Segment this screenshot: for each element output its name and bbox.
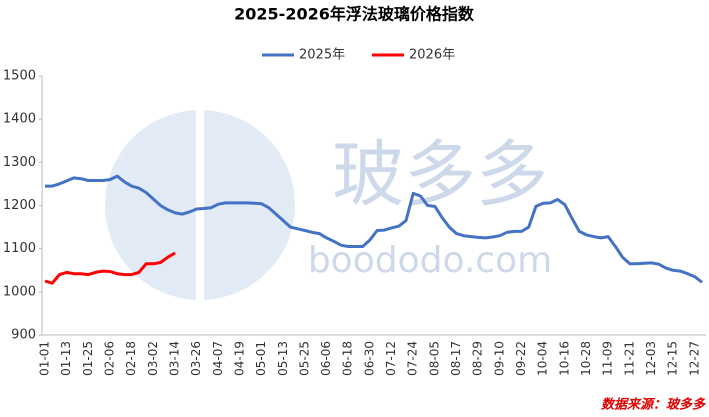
x-tick-label: 10-04	[536, 341, 550, 376]
x-tick-label: 04-07	[211, 341, 225, 376]
x-tick-label: 06-30	[362, 341, 376, 376]
x-tick-label: 05-01	[254, 341, 268, 376]
y-tick-label: 1000	[3, 284, 36, 299]
watermark-text: 玻多多	[332, 133, 548, 217]
x-tick-label: 02-06	[102, 341, 116, 376]
watermark-logo	[105, 110, 295, 300]
x-tick-label: 07-24	[406, 341, 420, 376]
x-tick-label: 12-27	[687, 341, 701, 376]
series-line	[45, 174, 703, 284]
x-tick-label: 03-14	[167, 341, 181, 376]
x-tick-label: 06-18	[341, 341, 355, 376]
x-tick-label: 05-25	[297, 341, 311, 376]
x-tick-label: 01-01	[38, 341, 52, 376]
x-tick-label: 11-09	[601, 341, 615, 376]
x-tick-label: 10-28	[579, 341, 593, 376]
x-tick-label: 07-12	[384, 341, 398, 376]
x-tick-label: 09-22	[514, 341, 528, 376]
x-tick-label: 05-13	[276, 341, 290, 376]
x-tick-label: 02-18	[124, 341, 138, 376]
x-tick-label: 08-29	[471, 341, 485, 376]
series-line	[44, 251, 176, 285]
x-tick-label: 12-15	[666, 341, 680, 376]
y-tick-label: 1400	[3, 112, 36, 127]
chart-title: 2025-2026年浮法玻璃价格指数	[234, 5, 475, 24]
x-tick-label: 03-02	[146, 341, 160, 376]
x-tick-label: 08-17	[449, 341, 463, 376]
x-tick-label: 01-25	[81, 341, 95, 376]
y-tick-label: 1200	[3, 198, 36, 213]
x-tick-label: 09-10	[492, 341, 506, 376]
x-tick-label: 06-06	[319, 341, 333, 376]
legend-label: 2025年	[299, 48, 345, 63]
x-tick-label: 08-05	[427, 341, 441, 376]
x-tick-label: 10-16	[557, 341, 571, 376]
source: 数据来源：玻多多	[601, 397, 706, 413]
x-tick-label: 01-13	[59, 341, 73, 376]
legend-label: 2026年	[409, 48, 455, 63]
y-tick-label: 1100	[3, 241, 36, 256]
y-tick-label: 1300	[3, 155, 36, 170]
y-tick-label: 900	[11, 328, 36, 343]
x-tick-label: 04-19	[232, 341, 246, 376]
y-tick-label: 1500	[3, 69, 36, 84]
x-tick-label: 11-21	[622, 341, 636, 376]
x-tick-label: 03-26	[189, 341, 203, 376]
x-tick-label: 12-03	[644, 341, 658, 376]
